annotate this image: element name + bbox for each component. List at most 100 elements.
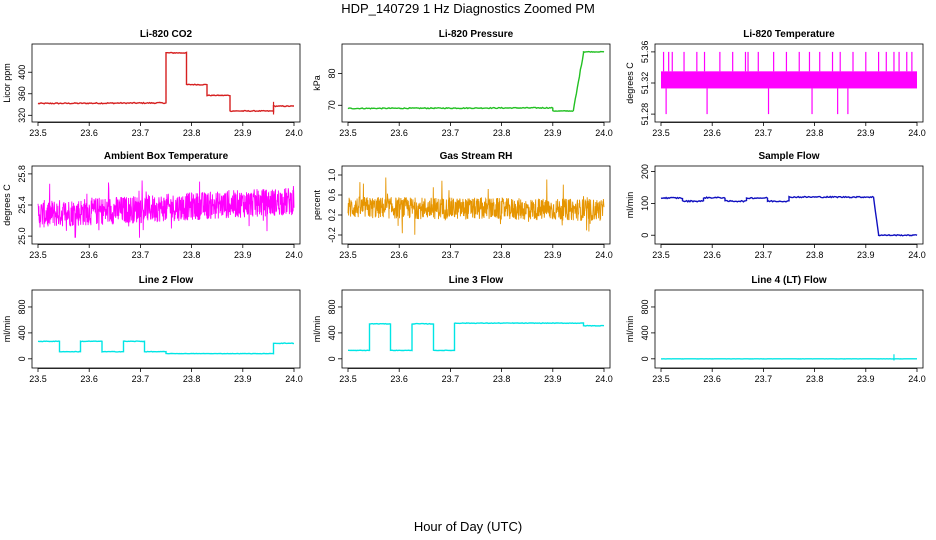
x-tick-label: 23.7	[442, 250, 460, 260]
x-tick-label: 23.5	[339, 128, 357, 138]
y-tick-label: 51.32	[640, 72, 650, 95]
x-tick-label: 23.8	[183, 250, 201, 260]
y-axis-label: degrees C	[2, 184, 12, 226]
y-axis-label: ml/min	[625, 316, 635, 343]
x-tick-label: 23.6	[703, 128, 721, 138]
series-line	[347, 177, 605, 235]
x-axis: 23.5 23.6 23.7 23.8 23.9 24.0	[339, 244, 613, 260]
y-tick-label: 400	[640, 325, 650, 340]
y-tick-label: 0	[17, 356, 27, 361]
plot-frame	[341, 289, 611, 369]
x-tick-label: 23.7	[755, 128, 773, 138]
x-tick-label: 24.0	[908, 250, 926, 260]
y-axis-label: percent	[312, 189, 322, 220]
x-tick-label: 24.0	[285, 250, 303, 260]
panel-8: Line 4 (LT) Flow 23.5 23.6 23.7 23.8 23.9 24.0…	[625, 275, 926, 384]
x-tick-label: 23.6	[703, 250, 721, 260]
x-axis: 23.5 23.6 23.7 23.8 23.9 24.0	[339, 122, 613, 138]
y-axis-label: ml/min	[2, 316, 12, 343]
y-axis: 70 80	[327, 68, 342, 110]
y-tick-label: 80	[327, 68, 337, 78]
y-axis: -0.2 0.2 0.6 1.0	[327, 169, 342, 243]
x-tick-label: 23.8	[493, 374, 511, 384]
x-tick-label: 24.0	[595, 250, 613, 260]
panel-title: Line 4 (LT) Flow	[751, 275, 827, 286]
x-tick-label: 23.9	[234, 250, 252, 260]
series-path	[348, 322, 605, 352]
x-axis: 23.5 23.6 23.7 23.8 23.9 24.0	[652, 244, 926, 260]
y-tick-label: 0.2	[327, 209, 337, 222]
x-tick-label: 23.8	[493, 128, 511, 138]
x-tick-label: 23.6	[80, 128, 98, 138]
y-tick-label: 360	[17, 86, 27, 101]
x-tick-label: 24.0	[285, 374, 303, 384]
series-band	[661, 71, 917, 89]
x-tick-label: 23.8	[183, 128, 201, 138]
x-axis: 23.5 23.6 23.7 23.8 23.9 24.0	[652, 368, 926, 384]
x-tick-label: 23.9	[234, 374, 252, 384]
y-tick-label: 0	[640, 233, 650, 238]
y-axis: 320 360 400	[17, 65, 32, 123]
x-tick-label: 23.6	[80, 250, 98, 260]
panel-title: Li-820 Pressure	[439, 29, 514, 40]
x-tick-label: 23.6	[703, 374, 721, 384]
series-path	[347, 50, 605, 113]
x-tick-label: 24.0	[908, 128, 926, 138]
y-tick-label: 200	[640, 164, 650, 179]
x-tick-label: 23.7	[755, 374, 773, 384]
y-axis: 0 100 200	[640, 164, 655, 238]
series-path	[660, 195, 918, 237]
x-tick-label: 23.7	[132, 250, 150, 260]
y-tick-label: 320	[17, 108, 27, 123]
series-line	[660, 354, 917, 361]
y-tick-label: 0	[327, 356, 337, 361]
panel-1: Li-820 Pressure 23.5 23.6 23.7 23.8 23.9 24.0 7…	[312, 29, 613, 138]
series-line	[37, 180, 295, 238]
y-tick-label: 800	[640, 299, 650, 314]
y-tick-label: 0	[640, 356, 650, 361]
plot-frame	[341, 43, 611, 123]
panel-title: Li-820 Temperature	[743, 29, 835, 40]
x-tick-label: 23.7	[442, 374, 460, 384]
y-axis-label: kPa	[312, 75, 322, 91]
x-tick-label: 24.0	[595, 128, 613, 138]
x-tick-label: 23.5	[339, 374, 357, 384]
y-tick-label: 800	[17, 299, 27, 314]
series-line	[37, 51, 294, 115]
x-axis: 23.5 23.6 23.7 23.8 23.9 24.0	[29, 244, 303, 260]
y-tick-label: 51.28	[640, 103, 650, 126]
y-axis: 0 400 800	[17, 299, 32, 361]
y-tick-label: 25.8	[17, 165, 27, 183]
x-tick-label: 23.5	[339, 250, 357, 260]
panel-2: Li-820 Temperature 23.5 23.6 23.7 23.8 23.9 24…	[625, 29, 926, 138]
y-axis-label: degrees C	[625, 62, 635, 104]
x-tick-label: 24.0	[595, 374, 613, 384]
series-line	[348, 322, 605, 352]
x-tick-label: 23.9	[857, 374, 875, 384]
figure-title: HDP_140729 1 Hz Diagnostics Zoomed PM	[341, 1, 595, 16]
x-axis: 23.5 23.6 23.7 23.8 23.9 24.0	[652, 122, 926, 138]
x-tick-label: 23.9	[857, 128, 875, 138]
panel-title: Ambient Box Temperature	[104, 151, 229, 162]
x-tick-label: 23.8	[806, 250, 824, 260]
y-tick-label: 51.36	[640, 41, 650, 64]
panel-title: Gas Stream RH	[440, 151, 513, 162]
x-tick-label: 23.7	[132, 128, 150, 138]
x-tick-label: 23.5	[652, 374, 670, 384]
plot-frame	[31, 43, 301, 123]
x-tick-label: 23.7	[442, 128, 460, 138]
y-axis: 0 400 800	[327, 299, 342, 361]
plot-frame	[341, 165, 611, 245]
plot-frame	[654, 165, 924, 245]
x-tick-label: 23.9	[544, 250, 562, 260]
panel-title: Li-820 CO2	[140, 29, 193, 40]
y-axis-label: ml/min	[312, 316, 322, 343]
x-axis: 23.5 23.6 23.7 23.8 23.9 24.0	[29, 368, 303, 384]
x-tick-label: 23.6	[390, 128, 408, 138]
y-tick-label: 25.4	[17, 196, 27, 214]
panel-title: Line 2 Flow	[139, 275, 194, 286]
y-tick-label: 400	[17, 65, 27, 80]
y-tick-label: 70	[327, 100, 337, 110]
y-tick-label: 1.0	[327, 169, 337, 182]
